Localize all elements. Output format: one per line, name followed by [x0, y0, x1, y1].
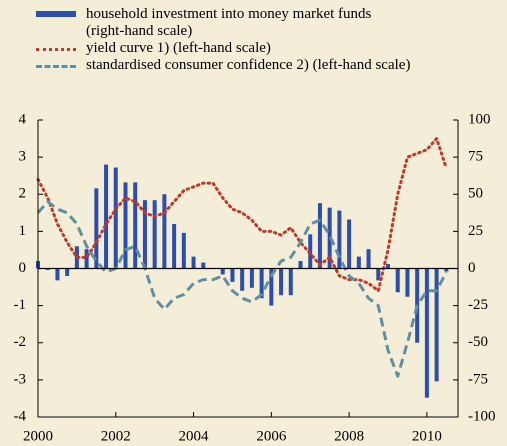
bar — [288, 268, 293, 296]
bar — [444, 268, 449, 272]
bar — [220, 268, 225, 275]
bar — [230, 268, 235, 282]
bar — [84, 249, 89, 269]
y-tick-label: 1 — [19, 223, 27, 239]
y2-tick-label: -100 — [468, 408, 496, 424]
line — [36, 200, 448, 378]
y2-tick-label: 50 — [468, 186, 483, 202]
bar — [249, 268, 254, 288]
y2-tick-label: 0 — [468, 260, 476, 276]
bar — [376, 268, 381, 281]
legend: household investment into money market f… — [36, 6, 410, 74]
legend-swatch — [36, 65, 76, 68]
x-tick-label: 2004 — [179, 428, 210, 444]
bar — [424, 268, 429, 398]
bar — [395, 268, 400, 293]
bar — [162, 194, 167, 269]
bar — [279, 268, 284, 296]
bar — [347, 219, 352, 269]
bar — [298, 261, 303, 269]
bar — [113, 167, 118, 269]
y2-tick-label: -50 — [468, 334, 488, 350]
x-tick-label: 2002 — [101, 428, 131, 444]
x-tick-label: 2000 — [23, 428, 53, 444]
y2-tick-label: -75 — [468, 371, 488, 387]
bar — [317, 203, 322, 269]
legend-entry: yield curve 1) (left-hand scale) — [36, 40, 410, 57]
y2-tick-label: -25 — [468, 297, 488, 313]
bar — [94, 188, 99, 269]
line — [36, 137, 448, 293]
bar — [269, 268, 274, 306]
bar — [45, 268, 50, 270]
legend-swatch — [36, 48, 76, 51]
y-tick-label: 4 — [19, 111, 27, 127]
legend-label: yield curve 1) (left-hand scale) — [86, 40, 271, 56]
bar — [142, 200, 147, 269]
legend-swatch — [36, 11, 76, 17]
y2-tick-label: 75 — [468, 149, 483, 165]
bar — [172, 223, 177, 269]
bar — [240, 268, 245, 291]
y2-tick-label: 25 — [468, 223, 483, 239]
legend-label: household investment into money market f… — [86, 6, 372, 39]
y2-tick-label: 100 — [468, 111, 491, 127]
y-tick-label: 0 — [19, 260, 27, 276]
y-tick-label: -4 — [14, 408, 27, 424]
bar — [104, 164, 109, 269]
legend-entry: household investment into money market f… — [36, 6, 406, 40]
bar — [386, 264, 390, 269]
bar — [55, 268, 60, 281]
bar — [405, 268, 410, 297]
bar — [201, 262, 206, 269]
bar — [181, 232, 186, 269]
x-tick-label: 2006 — [256, 428, 287, 444]
y-tick-label: -3 — [14, 371, 27, 387]
y-tick-label: -1 — [14, 297, 27, 313]
x-tick-label: 2008 — [334, 428, 364, 444]
y-tick-label: -2 — [14, 334, 27, 350]
bar — [152, 200, 157, 269]
bar — [366, 249, 371, 269]
bar — [337, 210, 342, 269]
bar — [434, 268, 439, 382]
bar — [65, 268, 70, 276]
x-tick-label: 2010 — [412, 428, 442, 444]
y-tick-label: 2 — [19, 186, 27, 202]
y-tick-label: 3 — [19, 149, 27, 165]
legend-label: standardised consumer confidence 2) (lef… — [86, 57, 411, 73]
bar — [133, 182, 138, 269]
legend-entry: standardised consumer confidence 2) (lef… — [36, 57, 410, 74]
bar — [356, 256, 361, 269]
bar — [123, 182, 128, 269]
bar — [191, 256, 196, 269]
bar — [259, 268, 264, 299]
